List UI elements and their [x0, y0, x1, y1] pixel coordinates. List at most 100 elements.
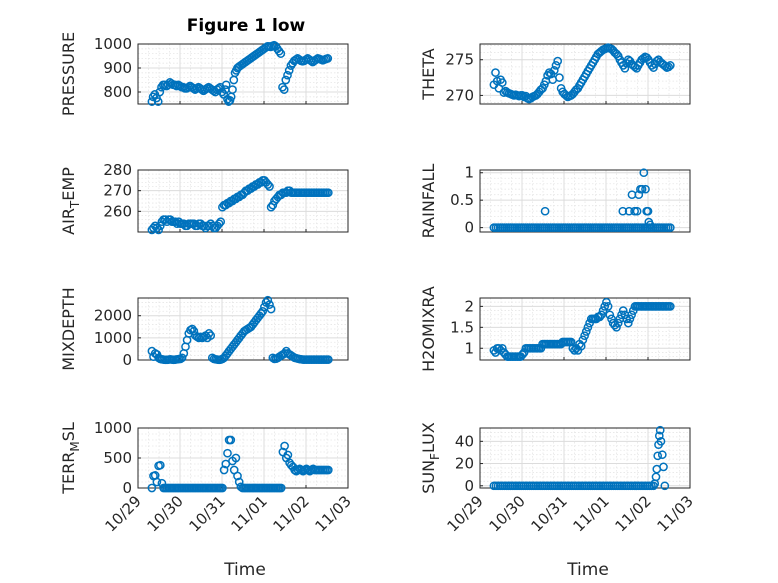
y-tick-label: 800: [103, 83, 132, 101]
data-point: [647, 223, 656, 232]
data-point: [659, 462, 668, 472]
data-point: [154, 225, 163, 235]
data-point: [214, 219, 224, 229]
series-markers: [489, 425, 670, 491]
y-axis-label: AIRTEMP: [59, 167, 82, 235]
series-markers: [147, 175, 333, 235]
data-point: [206, 331, 216, 340]
x-tick-label: 11/02: [612, 492, 655, 535]
data-point: [632, 206, 642, 216]
data-point: [224, 97, 234, 106]
data-point: [263, 295, 273, 305]
data-point: [660, 61, 670, 71]
series-markers: [147, 295, 333, 365]
data-point: [276, 483, 286, 493]
figure-title: Figure 1 low: [187, 16, 306, 36]
subplot-5: 0 1000 2000 MIXDEPTH: [59, 287, 349, 371]
axes-box: [479, 169, 691, 233]
y-tick-label: 0: [464, 219, 474, 237]
data-point: [280, 441, 289, 451]
data-point: [263, 180, 273, 189]
data-point: [265, 300, 274, 309]
data-point: [283, 70, 292, 80]
subplot-1: 800 900 1000 PRESSURE: [59, 32, 349, 116]
data-point: [656, 436, 666, 446]
data-point: [664, 62, 673, 72]
series-markers: [489, 43, 675, 104]
data-point: [657, 450, 667, 460]
x-tick-label: 10/29: [102, 492, 145, 535]
y-tick-label: 2000: [94, 307, 132, 325]
data-point: [555, 73, 564, 82]
data-point: [553, 56, 563, 66]
data-point: [580, 331, 589, 341]
x-tick-label: 10/30: [486, 492, 529, 535]
y-tick-label: 1: [464, 339, 474, 357]
data-point: [540, 206, 550, 216]
axes-frame: [479, 43, 691, 105]
x-tick-label: 11/01: [570, 492, 613, 535]
data-point: [581, 327, 591, 336]
y-tick-label: 2: [464, 297, 474, 315]
data-point: [639, 53, 648, 63]
data-point: [284, 66, 294, 75]
data-point: [266, 304, 276, 314]
data-point: [583, 322, 593, 332]
data-point: [323, 355, 333, 364]
y-tick-label: 500: [103, 449, 132, 467]
data-point: [630, 206, 639, 216]
data-point: [598, 306, 608, 315]
subplot-3: 260 270 280 AIRTEMP: [59, 161, 349, 235]
x-tick-label: 10/30: [144, 492, 187, 535]
data-point: [653, 451, 663, 461]
data-point: [568, 343, 578, 353]
x-tick-label: 10/29: [444, 492, 487, 535]
data-point: [652, 56, 662, 66]
data-point: [625, 314, 635, 324]
y-tick-label: 0: [122, 479, 132, 497]
data-point: [265, 182, 274, 191]
data-point: [551, 61, 561, 70]
data-point: [276, 49, 286, 58]
axes-frame: [137, 169, 349, 233]
y-tick-label: 900: [103, 59, 132, 77]
y-axis-label: MIXDEPTH: [59, 287, 78, 370]
data-point: [218, 483, 227, 493]
axes-frame: [137, 297, 349, 361]
y-tick-label: 270: [103, 182, 132, 200]
data-point: [637, 184, 647, 194]
y-tick-label: 0: [122, 351, 132, 369]
data-point: [612, 322, 621, 332]
data-point: [544, 68, 554, 77]
y-tick-label: 20: [455, 455, 474, 473]
y-tick-label: 1000: [94, 419, 132, 437]
series-markers: [147, 40, 333, 106]
data-point: [627, 310, 636, 320]
y-tick-label: 260: [103, 202, 132, 220]
data-point: [641, 184, 650, 194]
y-tick-label: 280: [103, 161, 132, 179]
series-markers: [147, 435, 333, 493]
x-axis-label-left: Time: [223, 560, 266, 580]
data-point: [665, 61, 675, 70]
data-point: [228, 85, 237, 94]
data-point: [153, 97, 163, 106]
data-point: [549, 66, 559, 75]
axes-frame: [479, 169, 691, 233]
data-point: [618, 306, 628, 315]
data-point: [617, 310, 626, 320]
data-point: [603, 302, 613, 311]
y-axis-label: SUNFLUX: [419, 422, 442, 494]
y-axis-label: THETA: [419, 48, 438, 100]
data-point: [639, 168, 649, 178]
series-markers: [489, 168, 675, 232]
data-point: [613, 318, 623, 328]
y-axis-label: PRESSURE: [59, 32, 78, 116]
y-axis-label: RAINFALL: [419, 164, 438, 239]
data-point: [216, 217, 226, 227]
y-tick-label: 40: [455, 432, 474, 450]
